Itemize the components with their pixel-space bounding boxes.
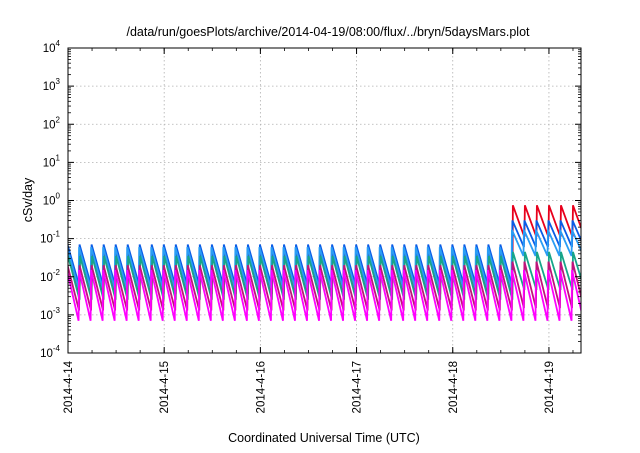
x-tick-label: 2014-4-19 — [544, 361, 556, 413]
y-tick-label: 102 — [43, 115, 61, 131]
x-tick-label: 2014-4-15 — [159, 361, 171, 413]
x-tick-label: 2014-4-14 — [63, 360, 75, 413]
y-tick-label: 10-3 — [40, 306, 60, 322]
y-tick-label: 10-2 — [40, 268, 60, 284]
y-axis-label: cSv/day — [21, 177, 35, 222]
tick-labels: 10-4 10-3 10-2 10-1 100 101 102 103 104 2014-4-14… — [40, 39, 556, 413]
grid-lines — [68, 48, 581, 353]
y-tick-label: 103 — [43, 77, 61, 93]
x-tick-label: 2014-4-17 — [352, 361, 364, 413]
y-tick-label: 10-1 — [40, 230, 60, 246]
x-tick-label: 2014-4-16 — [255, 361, 267, 413]
axes — [67, 47, 582, 354]
series-group — [68, 204, 581, 321]
y-tick-label: 104 — [43, 39, 61, 55]
x-axis-label: Coordinated Universal Time (UTC) — [228, 431, 420, 445]
series-line — [68, 269, 581, 321]
y-tick-label: 101 — [43, 153, 61, 169]
plot-frame — [67, 47, 582, 354]
chart-title: /data/run/goesPlots/archive/2014-04-19/0… — [126, 25, 530, 39]
y-tick-label: 10-4 — [40, 344, 60, 360]
y-tick-label: 100 — [43, 192, 61, 208]
x-tick-label: 2014-4-18 — [448, 361, 460, 413]
